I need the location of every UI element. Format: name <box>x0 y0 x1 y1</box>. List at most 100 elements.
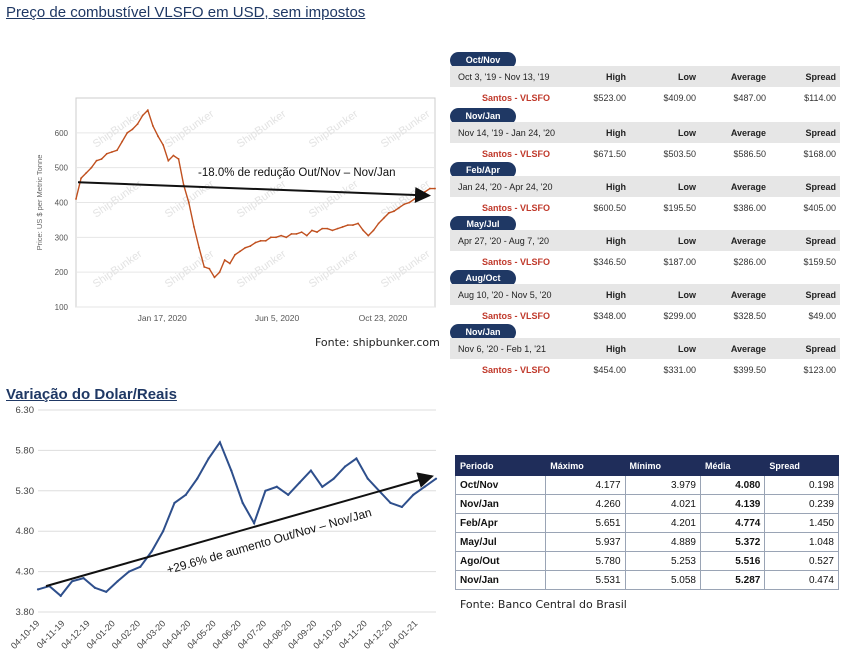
brl-data-point <box>412 493 415 496</box>
brl-data-point <box>71 580 74 583</box>
brl-data-point <box>298 481 301 484</box>
row-label: Santos - VLSFO <box>481 203 550 213</box>
period-header-row: Apr 27, '20 - Aug 7, '20 High Low Average Sp… <box>450 230 840 252</box>
vlsfo-data-point <box>136 123 139 126</box>
vlsfo-data-point <box>193 225 195 228</box>
low-header: Low <box>678 344 696 354</box>
bcb-table-header: Periodo Máximo Mínimo Média Spread <box>454 455 839 476</box>
period-data-row: Santos - VLSFO $348.00 $299.00 $328.50 $49.0… <box>450 305 840 327</box>
average-value: $328.50 <box>733 311 766 321</box>
vlsfo-data-point <box>321 227 324 230</box>
vlsfo-data-point <box>387 212 390 214</box>
value-cell: 1.048 <box>764 532 839 552</box>
brl-data-point <box>82 576 85 580</box>
high-value: $346.50 <box>593 257 626 267</box>
vlsfo-data-point <box>228 262 231 265</box>
vlsfo-data-point <box>434 187 436 190</box>
vlsfo-source: Fonte: shipbunker.com <box>315 336 440 349</box>
x-tick-label: Oct 23, 2020 <box>359 313 408 323</box>
spread-header: Spread <box>805 72 836 82</box>
low-header: Low <box>678 290 696 300</box>
y-tick-label: 4.30 <box>16 567 35 578</box>
high-value: $454.00 <box>593 365 626 375</box>
usd-brl-chart: 3.804.304.805.305.806.3004-10-1904-11-19… <box>9 405 438 651</box>
vlsfo-data-point <box>264 239 267 242</box>
vlsfo-data-point <box>352 224 354 227</box>
vlsfo-data-point <box>131 128 134 131</box>
brl-data-point <box>184 493 187 496</box>
spread-value: $405.00 <box>803 203 836 213</box>
brl-data-point <box>173 501 176 505</box>
trend-arrow <box>45 472 434 588</box>
vlsfo-data-point <box>85 171 88 174</box>
trend-annotation: +29.6% de aumento Out/Nov – Nov/Jan <box>165 505 373 577</box>
high-header: High <box>606 290 626 300</box>
period-header-row: Nov 14, '19 - Jan 24, '20 High Low Average S… <box>450 122 840 144</box>
y-tick-label: 4.80 <box>16 526 35 537</box>
spread-header: Spread <box>805 182 836 192</box>
value-cell: 4.260 <box>545 494 626 514</box>
average-header: Average <box>730 182 766 192</box>
vlsfo-data-point <box>218 271 221 274</box>
trend-arrow <box>77 181 431 204</box>
value-cell: 4.139 <box>699 494 766 514</box>
column-header: Mínimo <box>624 455 702 476</box>
row-label: Santos - VLSFO <box>481 311 550 321</box>
average-header: Average <box>730 236 766 246</box>
brl-data-point <box>343 465 347 468</box>
average-header: Average <box>730 344 766 354</box>
value-cell: 5.531 <box>545 570 626 590</box>
y-tick-label: 3.80 <box>16 607 35 618</box>
spread-value: $168.00 <box>803 149 836 159</box>
low-value: $409.00 <box>663 93 696 103</box>
bcb-dollar-table: Periodo Máximo Mínimo Média Spread Oct/Nov 4.… <box>454 455 839 590</box>
vlsfo-data-point <box>413 198 416 200</box>
average-value: $399.50 <box>733 365 766 375</box>
value-cell: 5.651 <box>545 513 626 533</box>
vlsfo-data-point <box>95 159 98 162</box>
trend-annotation: -18.0% de redução Out/Nov – Nov/Jan <box>198 167 396 179</box>
y-tick-label: 500 <box>55 164 69 173</box>
column-header: Máximo <box>545 455 626 476</box>
vlsfo-data-point <box>208 267 211 270</box>
brl-data-point <box>105 590 108 593</box>
value-cell: 5.516 <box>699 551 766 571</box>
vlsfo-data-point <box>152 124 154 127</box>
brl-data-point <box>389 501 392 505</box>
value-cell: 4.177 <box>545 475 626 495</box>
period-data-row: Santos - VLSFO $454.00 $331.00 $399.50 $123.… <box>450 359 840 381</box>
value-cell: 0.474 <box>764 570 839 590</box>
low-header: Low <box>678 236 696 246</box>
table-row: Oct/Nov 4.177 3.979 4.080 0.198 <box>454 475 839 495</box>
low-value: $503.50 <box>663 149 696 159</box>
vlsfo-data-point <box>336 227 339 230</box>
vlsfo-data-point <box>377 222 380 225</box>
value-cell: 5.780 <box>545 551 626 571</box>
value-cell: 4.201 <box>624 513 702 533</box>
vlsfo-data-point <box>428 187 431 190</box>
y-tick-label: 100 <box>55 303 69 312</box>
average-header: Average <box>730 290 766 300</box>
low-header: Low <box>678 182 696 192</box>
spread-value: $123.00 <box>803 365 836 375</box>
vlsfo-data-point <box>305 234 308 237</box>
column-header: Média <box>699 455 766 476</box>
brl-data-point <box>196 477 199 480</box>
brl-data-point <box>423 485 426 488</box>
bcb-source: Fonte: Banco Central do Brasil <box>460 598 627 611</box>
table-row: Nov/Jan 5.531 5.058 5.287 0.474 <box>454 570 839 590</box>
vlsfo-data-point <box>393 210 395 213</box>
vlsfo-data-point <box>244 246 247 249</box>
brl-data-point <box>116 580 119 583</box>
brl-data-point <box>59 594 62 597</box>
low-header: Low <box>678 72 696 82</box>
period-header-row: Oct 3, '19 - Nov 13, '19 High Low Average Sp… <box>450 66 840 88</box>
period-header-row: Nov 6, '20 - Feb 1, '21 High Low Average Spr… <box>450 338 840 360</box>
table-row: Nov/Jan 4.260 4.021 4.139 0.239 <box>454 494 839 514</box>
brl-data-point <box>36 588 40 591</box>
high-value: $348.00 <box>593 311 626 321</box>
value-cell: 5.287 <box>699 570 766 590</box>
spread-header: Spread <box>805 344 836 354</box>
brl-data-point <box>230 469 233 472</box>
value-cell: 0.198 <box>764 475 839 495</box>
